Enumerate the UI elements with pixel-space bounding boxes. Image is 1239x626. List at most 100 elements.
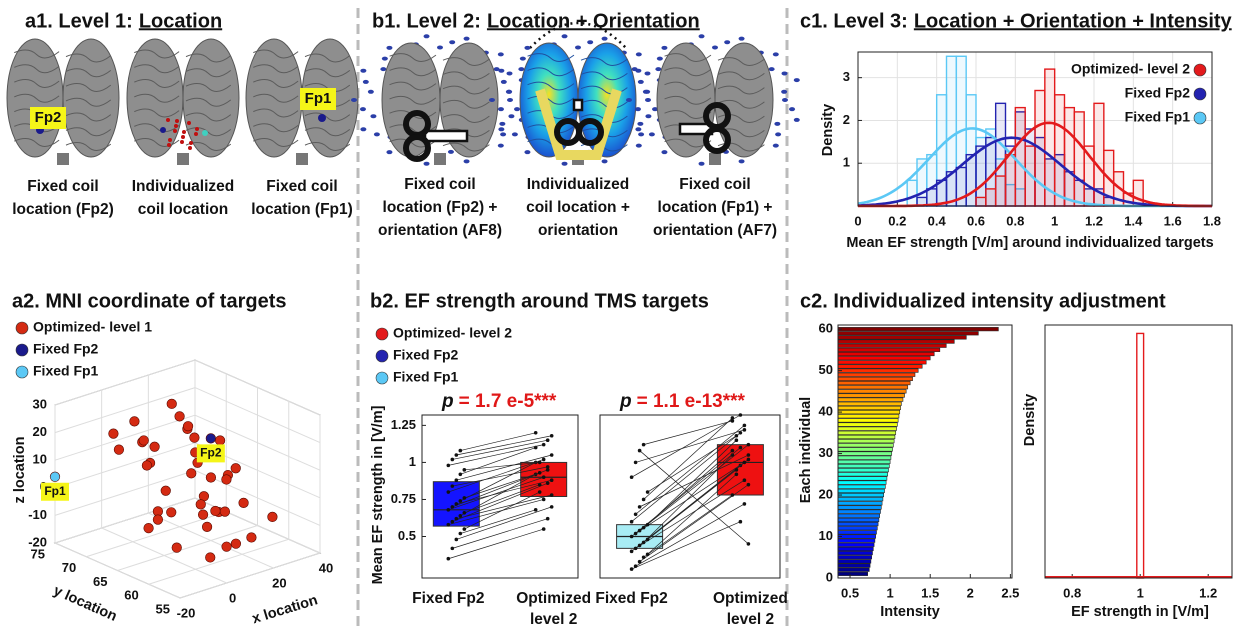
pair-point [541,497,546,502]
panel-title: c2. Individualized intensity adjustment [800,290,1166,312]
grid-line [194,387,321,444]
electrode-dot [635,68,642,73]
pair-point [637,528,642,533]
pair-point [633,546,638,551]
target-dot [187,121,191,125]
y-tick-label: 3 [843,69,850,84]
legend-marker [1193,63,1207,77]
electrode-dot [793,78,800,83]
electrode-dot [360,68,367,73]
panel-title: a1. Level 1: [25,10,133,32]
brain-image [381,42,499,165]
point [201,521,213,532]
electrode-dot [493,67,500,72]
pair-point [637,505,642,509]
bar [837,381,911,386]
target-dot [189,141,193,145]
point [230,538,242,549]
point [182,421,194,432]
target-dot [202,130,208,136]
bar [837,555,872,560]
pair-point [645,522,650,527]
electrode-dot [793,117,800,122]
pair-point [545,438,550,442]
electrode-dot [635,52,642,57]
pair-line [643,417,733,500]
y-axis-label: y location [51,583,119,625]
pair-line [647,439,737,525]
sulcus [527,95,575,105]
x-tick-label: 40 [319,560,333,575]
bar [837,488,885,493]
pair-point [637,543,642,548]
plot-area [1045,325,1232,578]
pair-line [639,454,749,508]
histogram-bar [1053,94,1066,207]
x-tick-label: 1.5 [921,585,939,600]
sulcus [717,128,765,138]
point [205,472,217,483]
pair-point [645,552,650,557]
point [129,416,140,427]
electrode-dot [635,143,642,148]
sulcus [580,71,628,81]
x-tick-label: Fixed Fp2 [595,590,667,607]
pair-point [458,499,463,503]
sulcus [65,53,112,63]
y-tick-label: 60 [819,321,833,336]
electrode-dot [437,45,443,50]
point [230,463,241,474]
pair-point [633,564,638,568]
pair-line [464,484,540,514]
pair-point [458,513,463,518]
pair-line [639,450,749,545]
plot-frame [857,51,1213,207]
pair-line [448,444,544,466]
electrode-dot [362,79,369,84]
x-tick-label: 0.2 [888,213,906,228]
bar [837,356,931,361]
electrode-dot [738,159,745,164]
electrode-dot [511,132,518,137]
sulcus [253,49,299,59]
hemisphere [182,38,240,158]
x-axis-label: EF strength in [V/m] [1071,604,1209,620]
y-tick-label: 30 [819,445,833,460]
legend-label: Optimized- level 1 [33,319,152,335]
grid-line [54,414,196,461]
caption: Fixed coil [404,176,476,193]
y-tick-label: 20 [819,486,833,501]
grid-line [194,359,321,416]
pair-point [742,423,747,428]
point [197,509,209,520]
pair-point [545,481,550,485]
y-tick-label: 1.25 [391,417,416,432]
bar [837,335,967,340]
pair-line [448,459,544,493]
pair-line [452,482,548,523]
sulcus [527,81,575,91]
electrode-dot [774,121,781,126]
pair-point [637,448,642,453]
bar [837,501,883,506]
histogram-bar [906,179,918,207]
pair-line [631,447,741,537]
sulcus [134,79,180,88]
bar [837,546,874,552]
electrode-dot [360,127,367,132]
electrode-dot [423,161,430,166]
point [246,532,257,543]
histogram-bar [1044,68,1056,207]
sulcus [664,110,712,119]
pair-point [746,457,751,462]
sulcus [442,71,490,81]
coil-handle [572,98,584,112]
pair-line [647,474,737,555]
electrode-dot [652,107,659,112]
electrode-dot [497,52,504,57]
y-tick-label: 55 [156,601,170,616]
sulcus [664,53,712,62]
pair-point [549,478,554,483]
grid-line [54,359,196,406]
sulcus [185,83,232,92]
